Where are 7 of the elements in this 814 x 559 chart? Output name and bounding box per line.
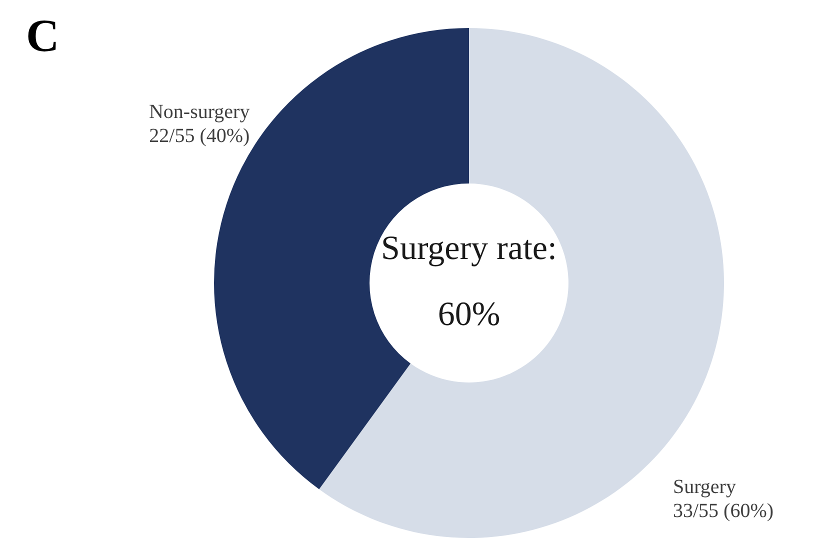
text: Surgery rate: <box>381 230 557 267</box>
data-label: 33/55 (60%) <box>673 500 774 522</box>
slice-label: Non-surgery <box>148 101 250 124</box>
chart-title: C <box>26 10 60 61</box>
slice-label: Surgery <box>673 476 736 498</box>
data-label: 22/55 (40%) <box>149 125 250 148</box>
text: 60% <box>438 296 500 333</box>
